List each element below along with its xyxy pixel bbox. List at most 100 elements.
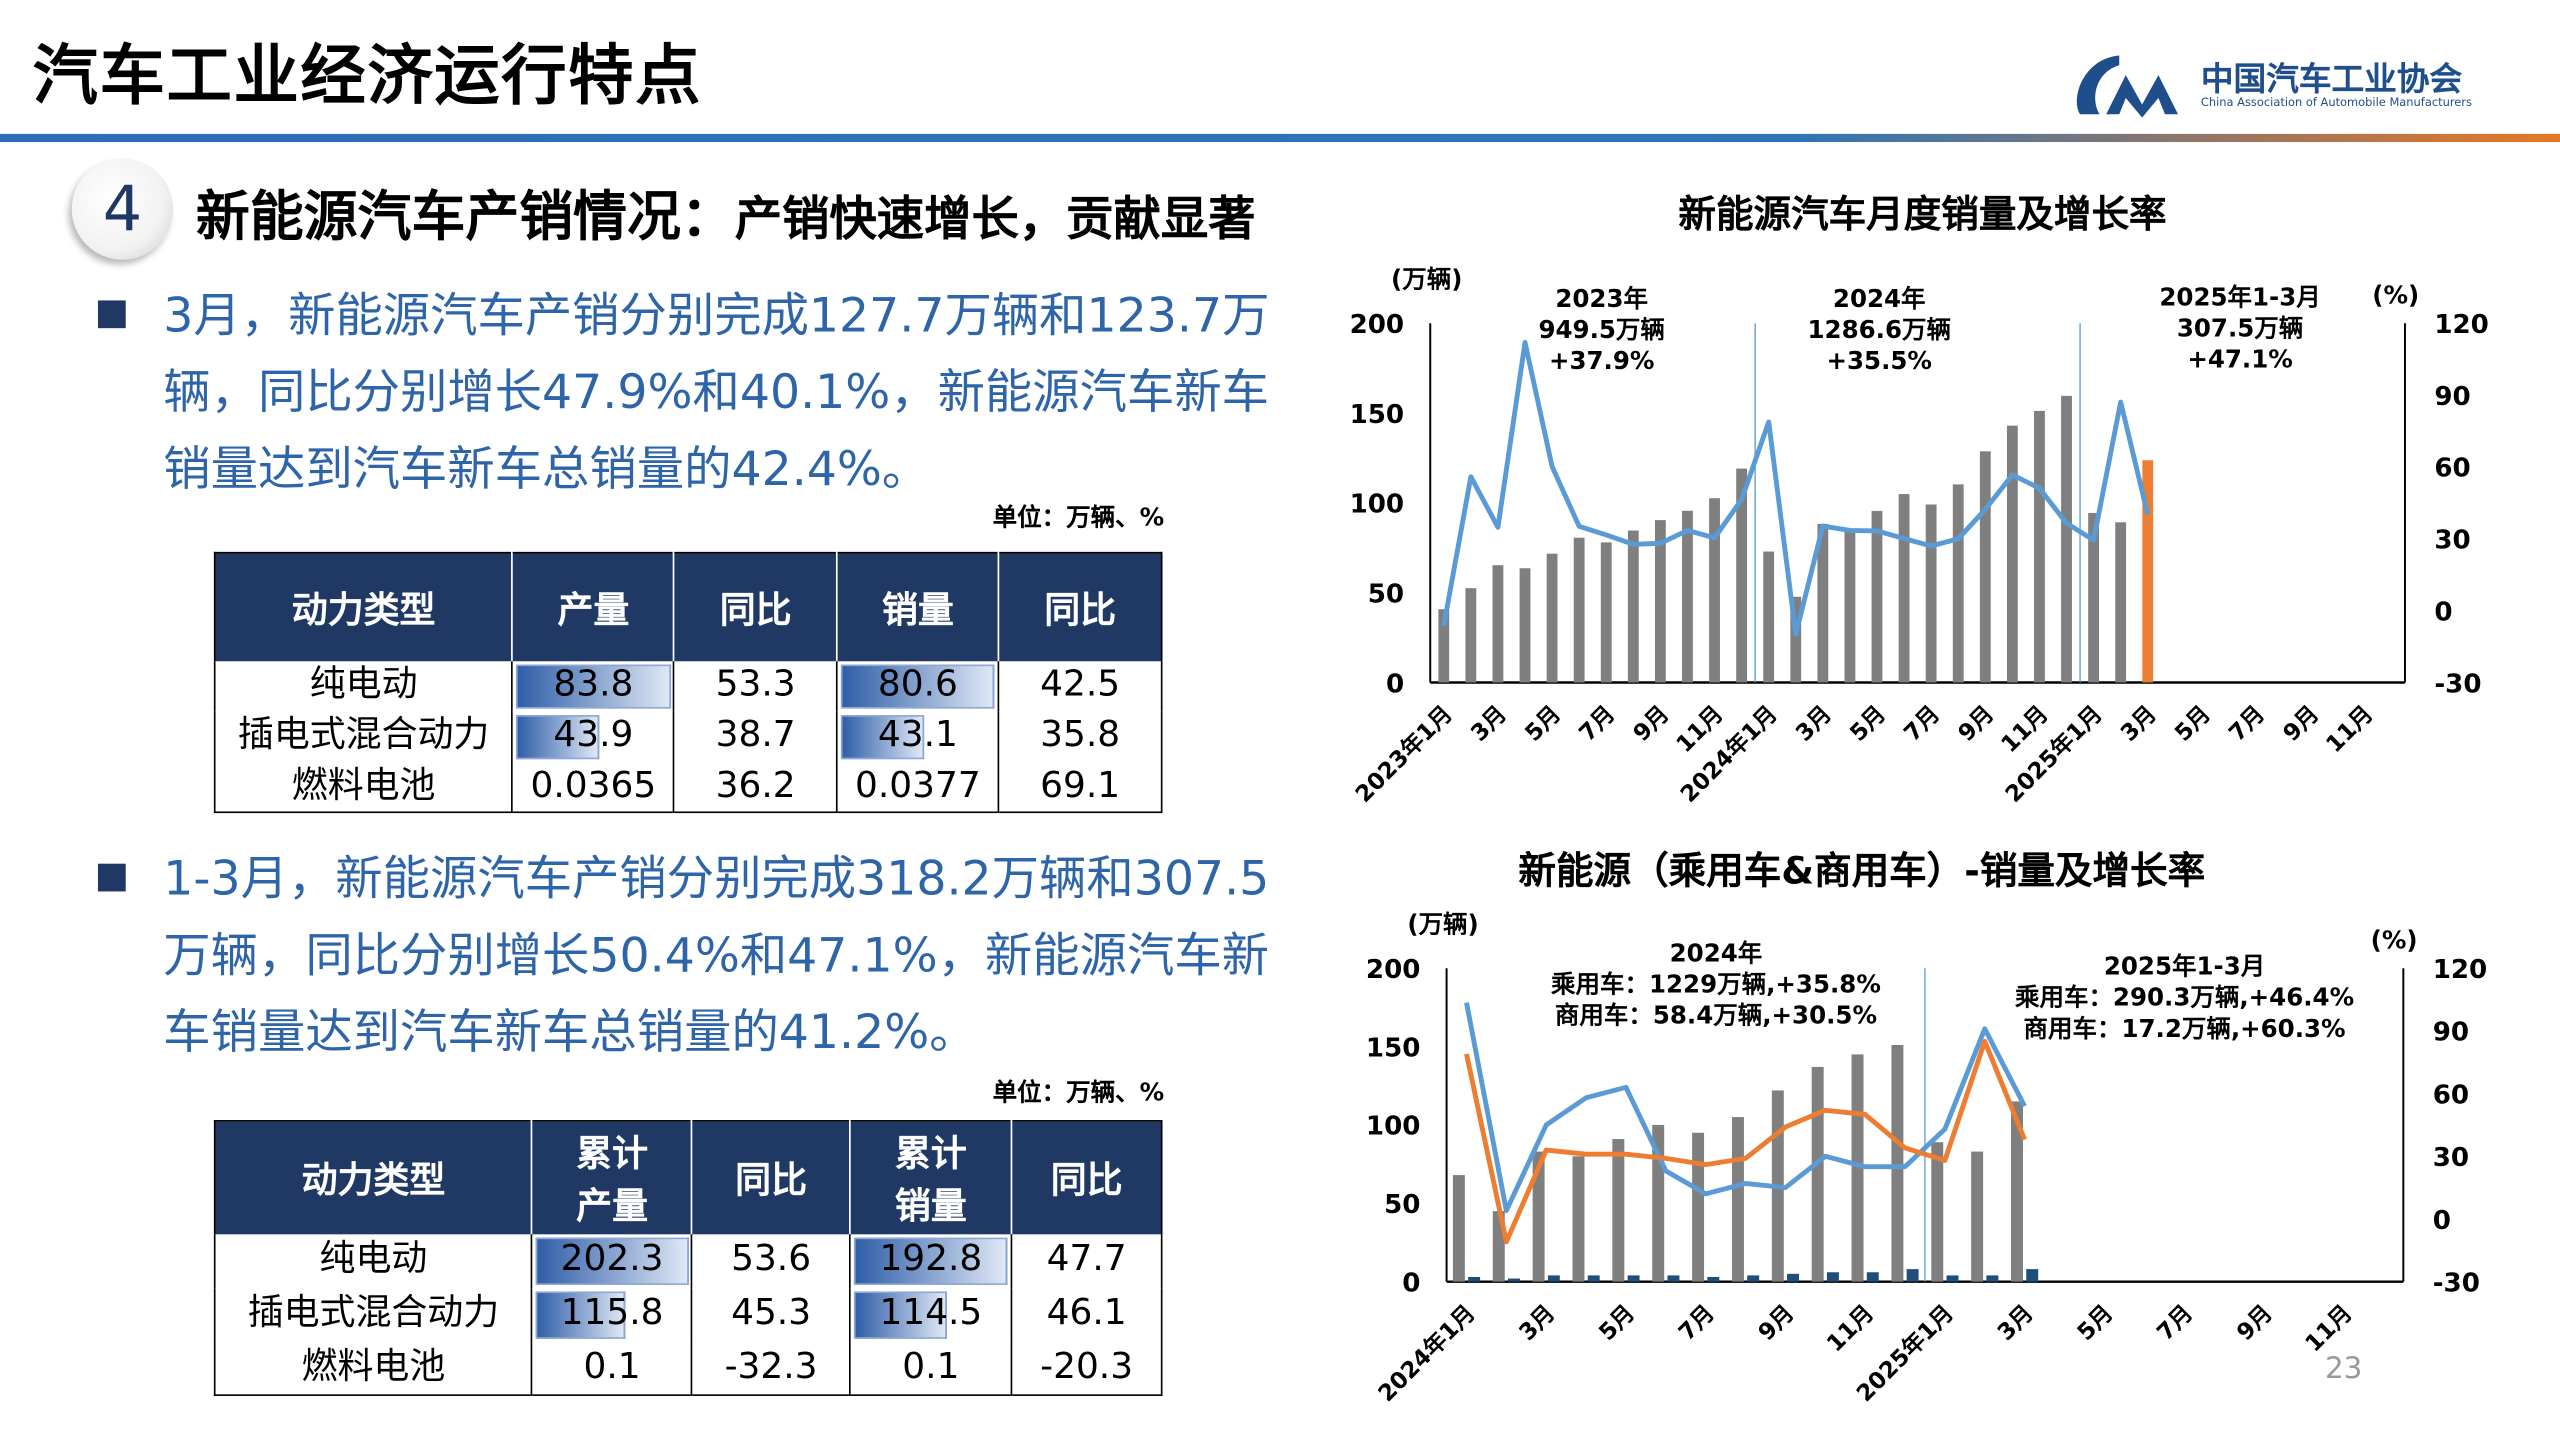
cell-value: 0.1 xyxy=(902,1346,960,1388)
cell-value: 43.1 xyxy=(877,715,958,756)
passenger-sales-bar xyxy=(1931,1142,1944,1282)
table-cell: 0.1 xyxy=(531,1341,693,1396)
table-row: 插电式混合动力 115.8 45.3 114.5 46.1 xyxy=(215,1287,1162,1342)
y-right-tick: 30 xyxy=(2434,526,2470,556)
table-cell: 燃料电池 xyxy=(215,1341,532,1395)
table-row: 插电式混合动力 43.9 38.7 43.1 35.8 xyxy=(215,711,1162,762)
y-right-label: (%) xyxy=(2372,281,2419,310)
x-tick-label: 3月 xyxy=(1791,701,1837,747)
table-row: 纯电动 202.3 53.6 192.8 47.7 xyxy=(215,1233,1162,1288)
page-number: 23 xyxy=(2324,1351,2363,1387)
sales-bar xyxy=(1546,553,1558,683)
cell-value: 42.5 xyxy=(1040,664,1121,706)
cell-value: 53.3 xyxy=(715,664,796,706)
col-header: 累计销量 xyxy=(849,1120,1012,1234)
cell-value: 纯电动 xyxy=(309,664,418,706)
table-row: 纯电动 83.8 53.3 80.6 42.5 xyxy=(215,660,1162,712)
cell-value: 38.7 xyxy=(715,715,796,756)
commercial-sales-bar xyxy=(1866,1272,1879,1282)
sales-bar xyxy=(1573,537,1585,683)
passenger-sales-bar xyxy=(1572,1156,1585,1282)
y-right-tick: -30 xyxy=(2434,669,2481,699)
sales-bar xyxy=(1654,520,1666,683)
sales-bar xyxy=(2115,522,2127,683)
chart-annotation: 307.5万辆 xyxy=(2177,313,2303,342)
y-left-label: (万辆) xyxy=(1391,264,1462,293)
chart-annotation: 2023年 xyxy=(1555,284,1648,313)
cell-value: 69.1 xyxy=(1040,765,1121,807)
y-left-tick: 50 xyxy=(1368,579,1404,609)
bullet-march: 3月，新能源汽车产销分别完成127.7万辆和123.7万辆，同比分别增长47.9… xyxy=(97,278,1274,508)
y-left-tick: 200 xyxy=(1350,310,1405,340)
x-tick-label: 11月 xyxy=(1822,1300,1879,1357)
bullet-march-text: 3月，新能源汽车产销分别完成127.7万辆和123.7万辆，同比分别增长47.9… xyxy=(163,287,1270,497)
sales-bar xyxy=(1763,551,1775,683)
sales-bar xyxy=(1871,510,1883,683)
sales-bar xyxy=(1736,468,1748,683)
commercial-sales-bar xyxy=(1707,1276,1720,1282)
section-heading: 新能源汽车产销情况：产销快速增长，贡献显著 xyxy=(196,173,1256,251)
cell-value: 纯电动 xyxy=(319,1239,428,1281)
table-cell: 35.8 xyxy=(997,711,1162,762)
y-right-tick: 30 xyxy=(2433,1143,2469,1173)
data-bar xyxy=(536,1236,689,1285)
sales-bar xyxy=(1817,523,1829,683)
table-cell: 0.0377 xyxy=(836,761,999,813)
chart-annotation: 949.5万辆 xyxy=(1538,315,1664,344)
table-cell: 插电式混合动力 xyxy=(215,1287,532,1341)
x-tick-label: 5月 xyxy=(1520,701,1566,747)
col-header: 动力类型 xyxy=(214,552,513,661)
table2-unit: 单位：万辆、% xyxy=(992,1077,1165,1107)
x-tick-label: 5月 xyxy=(1594,1300,1640,1346)
y-left-tick: 0 xyxy=(1402,1268,1420,1298)
section-heading-main: 新能源汽车产销情况： xyxy=(195,184,735,249)
passenger-sales-bar xyxy=(1652,1124,1665,1282)
sales-bar xyxy=(1627,530,1639,683)
data-bar xyxy=(841,663,995,708)
chart2-title: 新能源（乘用车&商用车）-销量及增长率 xyxy=(1518,850,2206,894)
sales-bar xyxy=(1709,498,1720,683)
table-header-row: 动力类型 累计产量 同比 累计销量 同比 xyxy=(214,1120,1162,1234)
table-cell: -20.3 xyxy=(1010,1341,1162,1396)
table-row: 燃料电池 0.0365 36.2 0.0377 69.1 xyxy=(215,761,1162,813)
sales-bar xyxy=(2034,410,2045,683)
chart-annotation: 2024年 xyxy=(1670,939,1763,968)
table-cell: 燃料电池 xyxy=(215,762,513,813)
table-cell: 192.8 xyxy=(849,1233,1012,1288)
passenger-sales-bar xyxy=(1612,1139,1625,1282)
chart-annotation: 2024年 xyxy=(1833,284,1926,313)
x-tick-label: 9月 xyxy=(2232,1300,2278,1346)
bullet-square-icon xyxy=(97,863,126,892)
table-cell: 43.1 xyxy=(836,711,999,762)
sales-bar xyxy=(2006,425,2018,683)
commercial-sales-bar xyxy=(1747,1275,1760,1282)
x-tick-label: 9月 xyxy=(1754,1300,1800,1346)
table-cell: 纯电动 xyxy=(215,660,513,711)
x-tick-label: 5月 xyxy=(2073,1300,2119,1346)
chart-annotation: 商用车：58.4万辆,+30.5% xyxy=(1555,1001,1877,1030)
y-right-tick: -30 xyxy=(2433,1268,2480,1298)
passenger-sales-bar xyxy=(1532,1151,1545,1282)
x-tick-label: 3月 xyxy=(1466,701,1512,747)
sales-bar xyxy=(1492,565,1504,683)
x-tick-label: 7月 xyxy=(1899,701,1945,747)
x-tick-label: 7月 xyxy=(1574,701,1620,747)
table-row: 燃料电池 0.1 -32.3 0.1 -20.3 xyxy=(215,1341,1162,1396)
data-bar xyxy=(516,714,599,759)
x-tick-label: 2024年1月 xyxy=(1373,1299,1481,1407)
header-divider xyxy=(0,133,2560,143)
cell-value: 燃料电池 xyxy=(291,765,436,807)
cell-value: 0.0365 xyxy=(530,765,657,807)
table-cell: 43.9 xyxy=(511,711,675,762)
commercial-sales-bar xyxy=(1826,1272,1839,1282)
sales-bar xyxy=(2061,395,2072,683)
table-cell: 42.5 xyxy=(997,660,1162,712)
chart-annotation: 2025年1-3月 xyxy=(2104,952,2265,981)
commercial-sales-bar xyxy=(1468,1276,1481,1282)
cell-value: 115.8 xyxy=(560,1293,664,1334)
x-tick-label: 11月 xyxy=(2321,701,2378,758)
chart-annotation: 1286.6万辆 xyxy=(1808,315,1951,344)
table-cell: 114.5 xyxy=(849,1287,1012,1342)
